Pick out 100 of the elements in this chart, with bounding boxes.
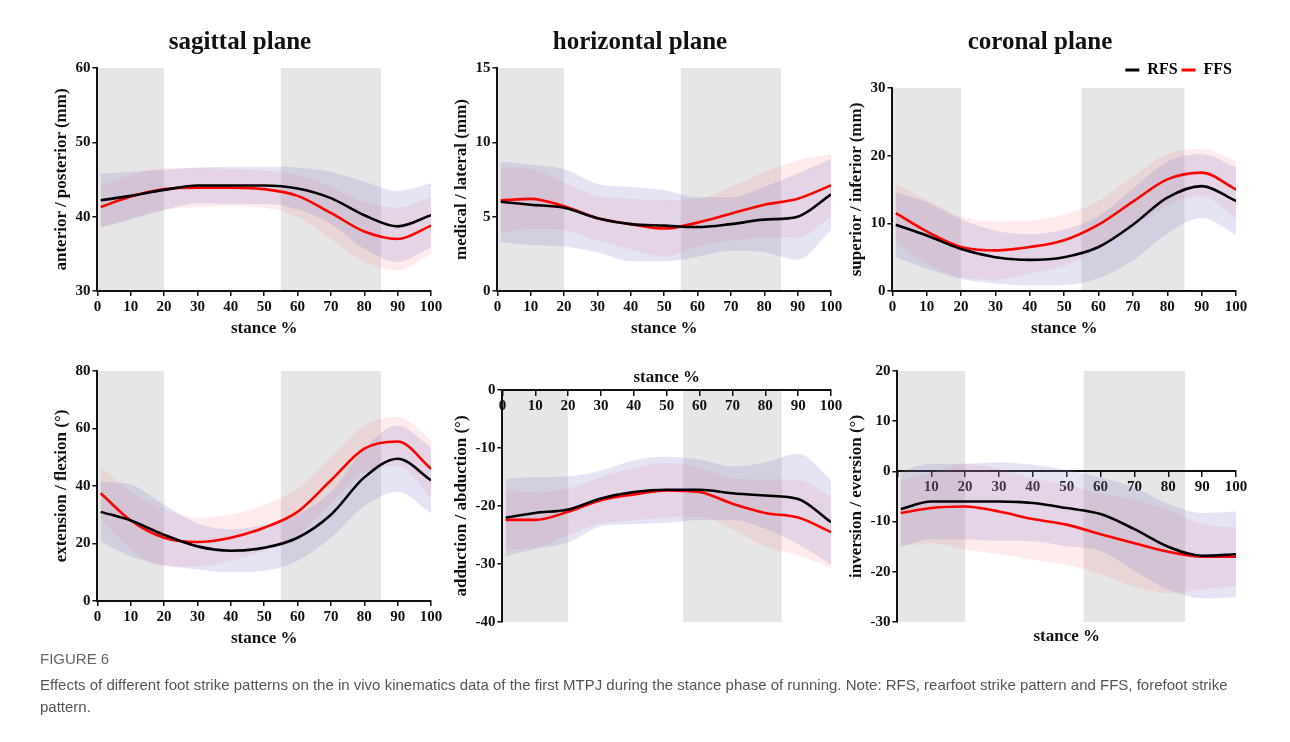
- y-tick-label: 20: [75, 534, 91, 551]
- x-tick-label: 90: [390, 607, 406, 624]
- x-axis-title: stance %: [630, 317, 698, 337]
- x-tick-label: 100: [1224, 297, 1248, 314]
- x-tick-label: 80: [356, 297, 372, 314]
- x-tick-label: 90: [1194, 297, 1210, 314]
- x-tick-label: 50: [1056, 297, 1072, 314]
- x-tick-label: 10: [923, 478, 939, 495]
- x-tick-label: 10: [123, 607, 139, 624]
- x-tick-label: 80: [1159, 297, 1175, 314]
- x-tick-label: 70: [323, 607, 339, 624]
- x-axis-title: stance %: [1033, 625, 1100, 645]
- x-tick-label: 100: [419, 297, 443, 314]
- x-tick-label: 50: [1059, 478, 1075, 495]
- y-tick-label: 20: [870, 146, 886, 163]
- line-series: [99, 440, 431, 544]
- x-tick-label: 80: [756, 297, 772, 314]
- y-tick-label: 5: [482, 207, 491, 224]
- caption: FIGURE 6: [40, 649, 111, 669]
- y-tick-label: 40: [75, 207, 91, 224]
- x-tick-label: 100: [1224, 478, 1248, 495]
- x-tick-label: 40: [623, 297, 639, 314]
- y-tick-label: 30: [75, 281, 91, 298]
- x-tick-label: 20: [156, 607, 172, 624]
- x-tick-label: 90: [790, 396, 806, 413]
- y-tick-label: 0: [482, 281, 491, 298]
- y-tick-label: -20: [475, 496, 496, 513]
- x-tick-label: 90: [1194, 478, 1210, 495]
- x-tick-label: 20: [560, 396, 576, 413]
- y-axis-title: adduction / abduction (°): [450, 415, 470, 597]
- x-tick-label: 20: [556, 297, 572, 314]
- y-tick-label: 60: [75, 419, 91, 436]
- x-tick-label: 0: [93, 297, 102, 314]
- y-axis-title: extension / flexion (°): [50, 409, 70, 563]
- x-tick-label: 40: [1022, 297, 1038, 314]
- line-series: [894, 184, 1236, 262]
- x-tick-label: 70: [723, 297, 739, 314]
- x-tick-label: 100: [819, 297, 843, 314]
- x-tick-label: 20: [156, 297, 172, 314]
- x-tick-label: 50: [656, 297, 672, 314]
- y-tick-label: -40: [475, 612, 496, 629]
- chart-title: sagittal plane: [168, 27, 312, 55]
- y-tick-label: 50: [75, 133, 91, 150]
- x-axis-title: stance %: [230, 627, 298, 647]
- y-axis-title: superior / inferior (mm): [845, 102, 865, 277]
- y-tick-label: 60: [75, 58, 91, 75]
- chart-title: coronal plane: [967, 27, 1113, 55]
- y-axis-title: medical / lateral (mm): [450, 99, 470, 260]
- x-tick-label: 20: [957, 478, 973, 495]
- x-tick-label: 10: [527, 396, 543, 413]
- y-tick-label: -10: [475, 438, 496, 455]
- x-tick-label: 40: [1025, 478, 1041, 495]
- x-tick-label: 30: [987, 297, 1003, 314]
- y-axis-title: anterior / posterior (mm): [50, 88, 70, 271]
- y-tick-label: 0: [82, 591, 91, 608]
- x-tick-label: 20: [953, 297, 969, 314]
- x-tick-label: 70: [1126, 478, 1142, 495]
- text: Effects of different foot strike patterns on the in vivo kinematics data of the first MTPJ during the stance phase of running. Note: RFS, rearfoot strike pattern and FFS, forefoot strike pattern.: [40, 674, 1229, 717]
- x-tick-label: 100: [819, 396, 843, 413]
- x-tick-label: 70: [724, 396, 740, 413]
- y-tick-label: 0: [882, 462, 891, 479]
- x-tick-label: 30: [991, 478, 1007, 495]
- x-tick-label: 90: [790, 297, 806, 314]
- x-tick-label: 0: [93, 607, 102, 624]
- chart-title: horizontal plane: [552, 27, 728, 55]
- x-tick-label: 40: [626, 396, 642, 413]
- x-tick-label: 60: [1091, 297, 1107, 314]
- y-tick-label: 10: [875, 412, 891, 429]
- x-tick-label: 60: [290, 607, 306, 624]
- x-tick-label: 30: [189, 607, 205, 624]
- x-tick-label: 70: [1125, 297, 1141, 314]
- x-tick-label: 50: [256, 607, 272, 624]
- x-tick-label: 50: [256, 297, 272, 314]
- x-tick-label: 60: [290, 297, 306, 314]
- y-tick-label: 20: [875, 361, 891, 378]
- y-axis-title: inversion / eversion (°): [845, 414, 865, 579]
- y-tick-label: -30: [475, 554, 496, 571]
- x-tick-label: 10: [123, 297, 139, 314]
- x-tick-label: 40: [223, 297, 239, 314]
- x-tick-label: 10: [919, 297, 935, 314]
- x-tick-label: 60: [690, 297, 706, 314]
- x-tick-label: 30: [593, 396, 609, 413]
- line-series: [504, 488, 831, 524]
- x-tick-label: 80: [1160, 478, 1176, 495]
- x-tick-label: 30: [189, 297, 205, 314]
- legend-label: RFS: [1147, 60, 1178, 78]
- line-series: [99, 457, 431, 552]
- y-tick-label: 10: [475, 133, 491, 150]
- y-tick-label: -20: [870, 562, 891, 579]
- x-tick-label: 80: [356, 607, 372, 624]
- y-tick-label: -30: [870, 612, 891, 629]
- x-axis-title: stance %: [1030, 317, 1098, 337]
- x-tick-label: 10: [523, 297, 539, 314]
- y-tick-label: 10: [870, 214, 886, 231]
- legend-label: FFS: [1203, 60, 1233, 78]
- x-tick-label: 80: [757, 396, 773, 413]
- x-tick-label: 90: [390, 297, 406, 314]
- y-tick-label: 15: [475, 58, 491, 75]
- x-tick-label: 40: [223, 607, 239, 624]
- line-series: [99, 184, 431, 228]
